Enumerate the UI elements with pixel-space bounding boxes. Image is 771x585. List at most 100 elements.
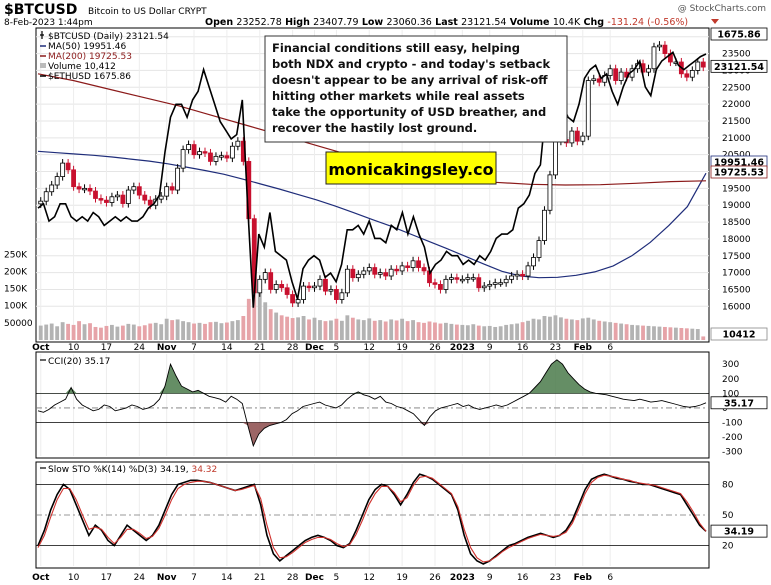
candle-body [306, 285, 312, 289]
volume-bar [613, 322, 618, 340]
source-credit: @ StockCharts.com [678, 4, 766, 14]
volume-bar [520, 322, 525, 340]
cci-oversold-fill [38, 422, 706, 446]
volume-bar [635, 325, 640, 340]
candle-body [136, 186, 142, 196]
volume-bar [498, 326, 503, 340]
volume-bar [454, 324, 459, 340]
volume-bar [285, 316, 290, 340]
candle-body [657, 44, 662, 48]
candle-body [339, 292, 345, 300]
candle-body [49, 184, 55, 193]
candle-body [317, 278, 323, 287]
x-tick-label: Oct [32, 343, 50, 353]
candle-body [574, 130, 580, 142]
candle-body [312, 285, 317, 289]
volume-bar [564, 318, 569, 340]
candle-body [229, 145, 235, 159]
candle-body [509, 275, 515, 280]
candle-body [208, 152, 213, 162]
candle-body [662, 44, 668, 54]
annotation-box: Financial conditions still easy, helping… [264, 35, 568, 143]
volume-bar [329, 320, 333, 340]
volume-bar [476, 325, 481, 340]
x-tick-label: Dec [305, 573, 324, 583]
x-tick-label: Oct [32, 573, 50, 583]
candle-body [416, 260, 421, 268]
candle-body [350, 268, 356, 279]
sto-tick-label: 50 [722, 511, 734, 521]
volume-bar [482, 326, 487, 340]
volume-bar [301, 316, 306, 340]
candle-body [465, 277, 471, 280]
candle-body [459, 278, 465, 282]
candle-body [60, 162, 66, 177]
x-tick-label: 6 [607, 573, 613, 583]
candle-body [366, 267, 372, 272]
candle-body [323, 278, 328, 292]
candle-body [646, 68, 651, 73]
candle-body [448, 277, 454, 280]
legend-ma200: MA(200) 19725.53 [48, 52, 132, 62]
ma200-tag-box [710, 165, 768, 179]
x-tick-label: Nov [157, 343, 177, 353]
volume-bar [444, 322, 448, 340]
volume-bar [235, 320, 240, 340]
volume-bar [44, 324, 49, 340]
sto-tag-box [710, 524, 768, 538]
volume-bar [241, 316, 246, 340]
x-tick-label: 10 [68, 573, 80, 583]
candle-body [410, 260, 416, 268]
candle-body [295, 299, 301, 304]
volume-bar [641, 325, 645, 340]
volume-bar [274, 312, 279, 340]
candle-body [268, 272, 274, 290]
cci-overbought-fill [38, 359, 706, 394]
volume-bar [400, 318, 405, 340]
candle-body [54, 176, 60, 186]
volume-bar [619, 323, 624, 340]
volume-bar [575, 320, 580, 340]
x-tick-label: 5 [334, 343, 340, 353]
volume-bar [38, 325, 43, 340]
volume-bar [438, 323, 443, 340]
volume-bar [279, 315, 284, 340]
x-tick-label: 17 [101, 573, 112, 583]
cci-indicator [36, 359, 709, 448]
volume-bar [71, 324, 76, 340]
cci-panel-frame [35, 351, 710, 459]
volume-bar [159, 324, 164, 340]
volume-bar [55, 326, 60, 340]
candle-body [695, 61, 701, 71]
volume-tick-label: 200K [4, 267, 28, 277]
cci-tag-text: 35.17 [724, 398, 754, 409]
x-tick-label: 16 [517, 573, 529, 583]
price-tick-label: 17500 [722, 252, 751, 262]
candle-body [87, 187, 93, 192]
volume-bar [493, 326, 498, 340]
volume-bar [624, 324, 629, 340]
candle-body [219, 155, 224, 158]
volume-bar [526, 320, 530, 340]
candle-body [301, 285, 306, 300]
candle-body [651, 46, 657, 70]
candle-body [191, 144, 197, 156]
candle-body [613, 68, 619, 81]
x-tick-label: 26 [429, 343, 441, 353]
volume-bar [695, 329, 700, 340]
annotation-text: Financial conditions still easy, helping… [272, 41, 554, 135]
candle-body [443, 278, 449, 290]
volume-bar [181, 321, 186, 340]
candle-body [684, 73, 690, 78]
price-tick-label: 18000 [722, 235, 751, 245]
candle-body [109, 196, 115, 203]
volume-bar [197, 322, 202, 340]
legend-volume: Volume 10,412 [48, 62, 116, 72]
candle-body [65, 162, 71, 171]
volume-bar [542, 316, 547, 340]
candle-body [257, 278, 263, 294]
x-tick-label: Feb [574, 573, 593, 583]
candle-body [180, 149, 186, 169]
volume-bar [569, 319, 574, 340]
candle-body [421, 267, 427, 272]
